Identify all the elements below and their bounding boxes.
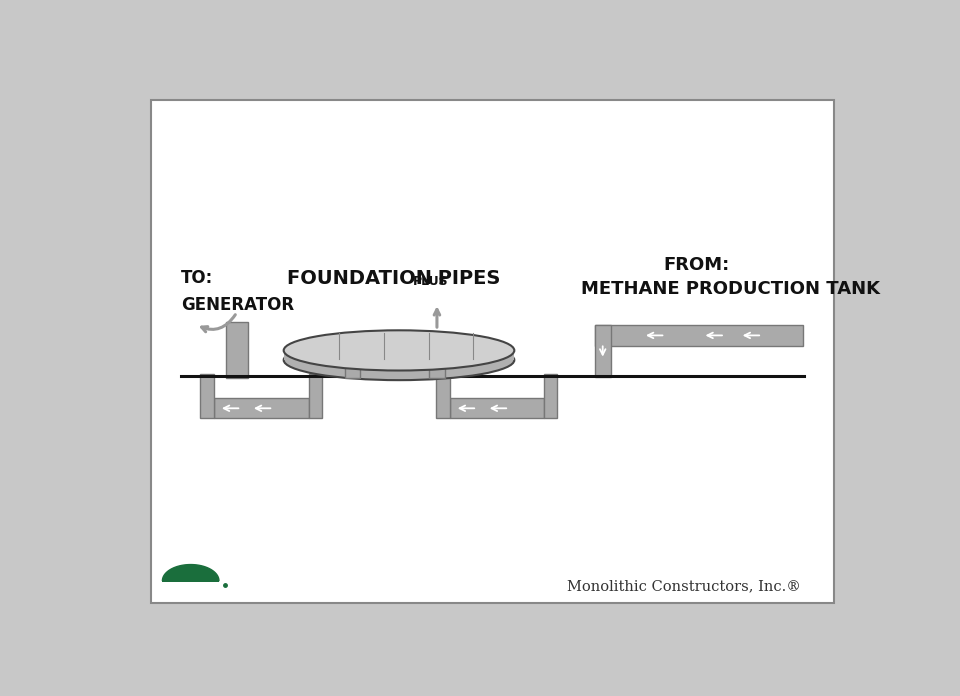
Text: METHANE PRODUCTION TANK: METHANE PRODUCTION TANK [581,280,880,298]
Bar [226,322,248,378]
Polygon shape [162,564,219,581]
Text: FOUNDATION: FOUNDATION [287,269,439,288]
Text: TO:: TO: [181,269,213,287]
Bar [201,374,214,418]
Ellipse shape [284,340,515,380]
Bar [449,398,544,418]
Bar [594,325,611,377]
Bar [346,346,360,378]
Text: PIPES: PIPES [431,269,500,288]
Text: FROM:: FROM: [663,255,730,274]
Text: GENERATOR: GENERATOR [181,296,294,314]
Bar [309,374,323,418]
Bar [214,398,309,418]
Bar [436,374,449,418]
Bar [594,325,803,346]
Bar [544,374,558,418]
Ellipse shape [284,331,515,370]
Bar [284,350,515,360]
Text: PLUS: PLUS [413,275,448,288]
Bar [429,333,445,378]
Text: Monolithic Constructors, Inc.®: Monolithic Constructors, Inc.® [567,579,801,593]
